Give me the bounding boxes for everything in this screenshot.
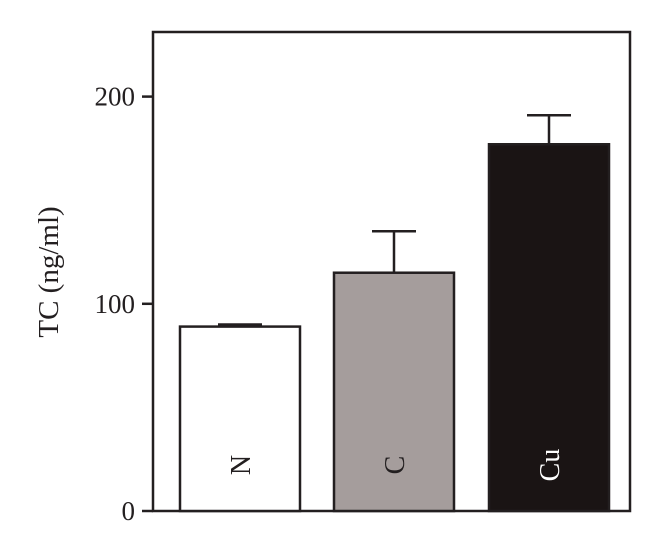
y-tick-label-200: 200 [95, 82, 136, 112]
bar-Cu [487, 143, 611, 513]
y-axis-title: TC (ng/ml) [33, 206, 65, 337]
y-tick-label-0: 0 [122, 496, 136, 526]
bar-labels: N C Cu [226, 449, 566, 482]
bar-label-N: N [226, 455, 257, 475]
bar-label-Cu: Cu [535, 449, 566, 482]
y-tick-label-100: 100 [95, 289, 136, 319]
bar-label-C: C [380, 456, 411, 475]
bar-N [178, 325, 302, 513]
y-axis-ticks: 0 100 200 [95, 82, 153, 526]
error-bars [218, 113, 571, 327]
